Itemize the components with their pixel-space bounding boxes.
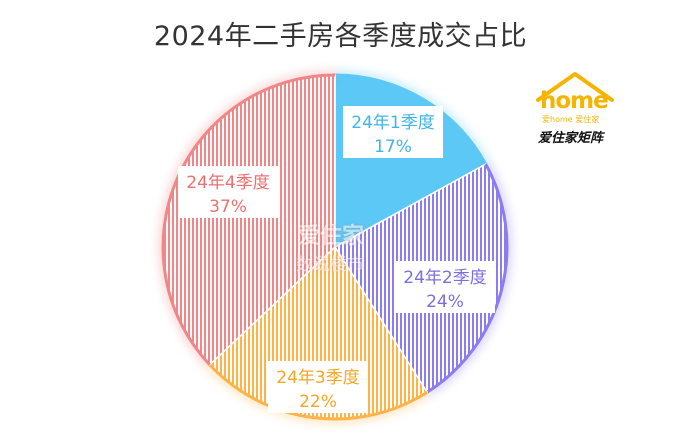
watermark-line1: 爱住家 xyxy=(298,224,365,249)
logo-brand-text: home xyxy=(540,88,609,114)
slice-rim xyxy=(426,163,509,394)
slice-value-label: 22% xyxy=(299,392,337,412)
slice-label-box xyxy=(178,166,278,218)
watermark: 爱住家 数说楼市 xyxy=(294,212,374,282)
slice-value-label: 37% xyxy=(209,197,247,217)
slice-rim xyxy=(161,73,336,366)
slice-label-box xyxy=(268,361,368,413)
slice-label-box xyxy=(395,261,495,313)
slice-label-box xyxy=(343,106,443,158)
house-roof-icon xyxy=(536,72,614,102)
slice-category-label: 24年2季度 xyxy=(403,268,486,288)
watermark-line2: 数说楼市 xyxy=(296,255,364,275)
logo-sub-text: 爱home 爱住家 xyxy=(542,115,600,124)
slice-value-label: 24% xyxy=(426,292,464,312)
slice-rim xyxy=(334,73,488,165)
slice-category-label: 24年4季度 xyxy=(186,173,269,193)
slice-value-label: 17% xyxy=(374,137,412,157)
slice-category-label: 24年1季度 xyxy=(351,113,434,133)
slice-rim xyxy=(208,363,428,421)
slice-category-label: 24年3季度 xyxy=(276,368,359,388)
brand-logo: home 爱home 爱住家 爱住家矩阵 xyxy=(530,70,620,150)
chart-title: 2024年二手房各季度成交占比 xyxy=(153,21,528,52)
logo-script-text: 爱住家矩阵 xyxy=(538,131,604,146)
